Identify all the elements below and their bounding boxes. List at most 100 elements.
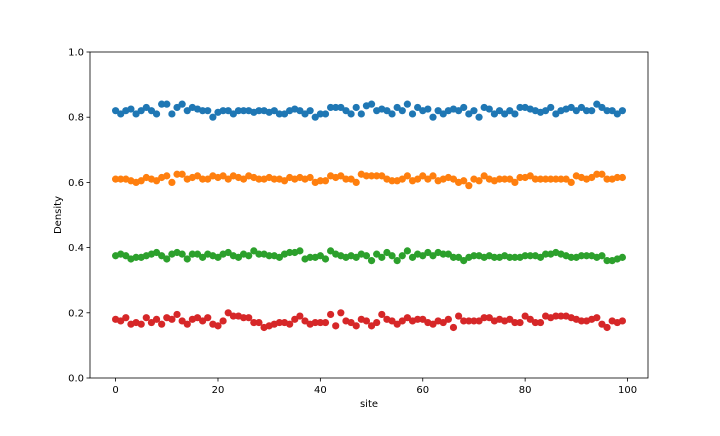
data-point bbox=[398, 107, 406, 115]
data-point bbox=[291, 315, 299, 323]
data-point bbox=[547, 175, 555, 183]
data-point bbox=[234, 253, 243, 261]
data-point bbox=[388, 110, 396, 118]
data-point bbox=[454, 107, 463, 115]
data-point bbox=[255, 107, 263, 115]
data-point bbox=[183, 107, 191, 115]
data-point bbox=[598, 103, 606, 112]
data-point bbox=[444, 250, 452, 258]
data-point bbox=[593, 314, 601, 322]
data-point bbox=[204, 175, 212, 183]
data-point bbox=[296, 247, 304, 255]
data-point bbox=[567, 253, 575, 261]
data-point bbox=[429, 320, 437, 328]
data-point bbox=[112, 175, 120, 183]
data-point bbox=[270, 175, 278, 183]
data-point bbox=[347, 175, 355, 183]
data-point bbox=[193, 250, 202, 258]
data-point bbox=[511, 110, 519, 118]
data-point bbox=[454, 253, 463, 261]
data-point bbox=[316, 177, 324, 185]
data-point bbox=[337, 172, 345, 180]
data-point bbox=[460, 103, 468, 112]
data-point bbox=[112, 107, 120, 115]
data-point bbox=[188, 250, 196, 258]
data-point bbox=[501, 110, 509, 118]
data-point bbox=[388, 317, 396, 325]
data-point bbox=[193, 172, 202, 180]
data-point bbox=[152, 177, 161, 185]
data-point bbox=[250, 247, 258, 255]
data-point bbox=[219, 107, 227, 115]
data-point bbox=[424, 175, 432, 183]
data-point bbox=[178, 317, 186, 325]
data-point bbox=[577, 317, 586, 325]
data-point bbox=[352, 178, 360, 186]
data-point bbox=[224, 248, 232, 257]
data-point bbox=[424, 248, 432, 257]
data-point bbox=[557, 175, 565, 183]
data-point bbox=[117, 317, 125, 325]
data-point bbox=[286, 320, 294, 328]
data-point bbox=[234, 107, 243, 115]
data-point bbox=[296, 312, 304, 320]
data-point bbox=[321, 110, 330, 118]
data-point bbox=[603, 257, 611, 265]
series-3 bbox=[112, 247, 627, 265]
data-point bbox=[403, 247, 411, 255]
data-point bbox=[526, 252, 534, 260]
data-point bbox=[419, 315, 427, 323]
data-point bbox=[301, 110, 309, 118]
data-point bbox=[296, 107, 304, 115]
data-point bbox=[306, 253, 314, 261]
data-point bbox=[321, 255, 330, 263]
data-point bbox=[511, 178, 519, 186]
data-point bbox=[393, 103, 401, 112]
data-point bbox=[403, 172, 411, 180]
data-point bbox=[552, 110, 560, 118]
data-point bbox=[495, 107, 504, 115]
data-point bbox=[414, 175, 422, 183]
data-point bbox=[588, 173, 596, 182]
data-point bbox=[352, 253, 360, 261]
data-point bbox=[475, 317, 483, 325]
data-point bbox=[506, 175, 514, 183]
data-point bbox=[373, 172, 381, 180]
data-point bbox=[306, 173, 314, 182]
x-tick-label: 40 bbox=[314, 385, 327, 396]
data-point bbox=[321, 318, 330, 327]
data-point bbox=[506, 315, 514, 323]
data-point bbox=[516, 173, 524, 182]
data-point bbox=[552, 175, 560, 183]
data-point bbox=[147, 107, 156, 115]
data-point bbox=[398, 175, 406, 183]
data-point bbox=[199, 175, 207, 183]
data-point bbox=[301, 317, 309, 325]
data-point bbox=[495, 175, 504, 183]
data-point bbox=[490, 253, 499, 261]
data-point bbox=[398, 317, 406, 325]
data-point bbox=[485, 314, 493, 322]
data-point bbox=[460, 317, 468, 325]
data-point bbox=[362, 252, 371, 260]
data-point bbox=[475, 177, 483, 185]
data-point bbox=[480, 172, 488, 180]
series-4 bbox=[112, 309, 627, 332]
data-point bbox=[367, 172, 376, 180]
data-point bbox=[132, 253, 140, 261]
y-tick-label: 0.8 bbox=[68, 113, 84, 124]
data-point bbox=[327, 103, 335, 112]
data-point bbox=[439, 250, 447, 258]
data-point bbox=[603, 323, 611, 332]
data-point bbox=[439, 318, 447, 327]
data-point bbox=[367, 322, 376, 330]
data-point bbox=[152, 248, 161, 257]
data-point bbox=[173, 310, 181, 319]
data-point bbox=[444, 315, 452, 323]
data-point bbox=[449, 253, 458, 261]
data-point bbox=[178, 250, 186, 258]
data-point bbox=[557, 312, 565, 320]
data-point bbox=[552, 312, 560, 320]
data-point bbox=[454, 312, 463, 320]
